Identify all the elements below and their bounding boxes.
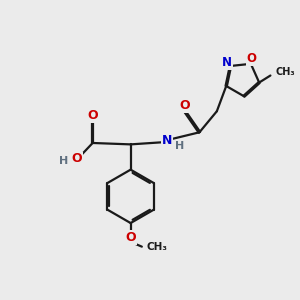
Text: O: O (179, 99, 190, 112)
Text: O: O (71, 152, 82, 166)
Text: N: N (222, 56, 232, 69)
Text: O: O (87, 109, 98, 122)
Text: H: H (175, 140, 184, 151)
Text: CH₃: CH₃ (275, 67, 295, 77)
Text: O: O (246, 52, 256, 65)
Text: H: H (59, 156, 68, 166)
Text: O: O (125, 231, 136, 244)
Text: CH₃: CH₃ (146, 242, 167, 252)
Text: N: N (162, 134, 172, 147)
